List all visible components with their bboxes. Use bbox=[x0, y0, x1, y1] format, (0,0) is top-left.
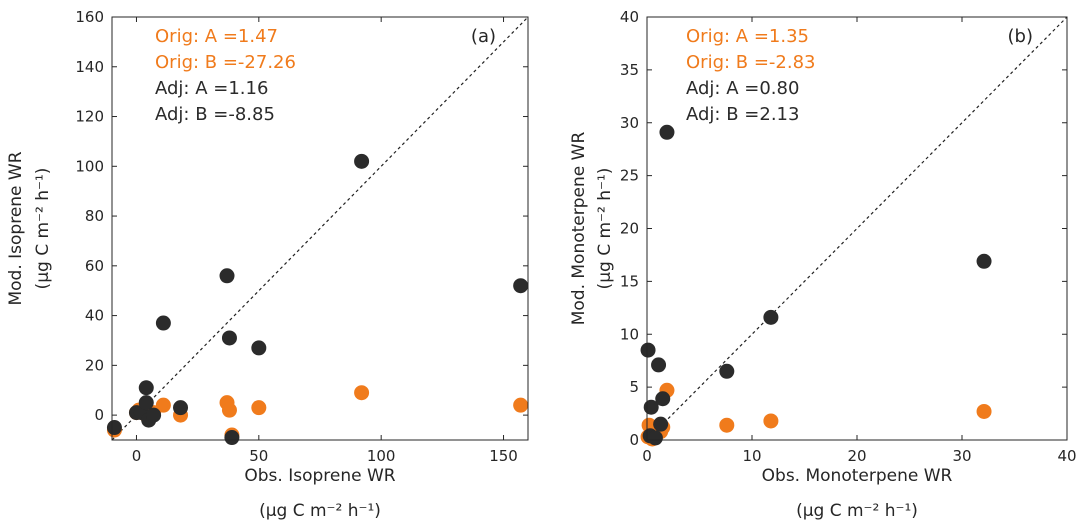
chart-panel-b: 0 10 20 30 40 0 5 10 15 20 25 30 35 40 Obs. Monoterpen… bbox=[569, 8, 1077, 521]
fit-annotation: Orig: B =-2.83 bbox=[686, 52, 816, 73]
y-tick-label: 20 bbox=[85, 356, 104, 374]
adj-point bbox=[651, 357, 667, 373]
adj-point bbox=[219, 268, 235, 284]
x-tick-label: 50 bbox=[249, 447, 268, 465]
one-to-one-line bbox=[111, 16, 529, 441]
y-axis-units: (μg C m⁻² h⁻¹) bbox=[33, 168, 53, 290]
x-tick-label: 10 bbox=[742, 447, 761, 465]
orig-point bbox=[155, 397, 171, 413]
y-tick-label: 160 bbox=[75, 8, 104, 26]
x-axis-label: Obs. Monoterpene WR bbox=[762, 466, 953, 486]
y-tick-label: 0 bbox=[629, 431, 639, 449]
y-tick-label: 60 bbox=[85, 257, 104, 275]
fit-annotation: Adj: A =0.80 bbox=[686, 78, 799, 99]
y-tick-label: 30 bbox=[620, 114, 639, 132]
adj-point bbox=[976, 253, 992, 269]
y-tick-label: 140 bbox=[75, 58, 104, 76]
adj-point bbox=[640, 342, 656, 358]
orig-point bbox=[976, 403, 992, 419]
fit-annotation: Orig: B =-27.26 bbox=[155, 52, 296, 73]
fit-annotation: Adj: B =-8.85 bbox=[155, 104, 275, 125]
adj-point bbox=[647, 430, 663, 446]
y-axis-units: (μg C m⁻² h⁻¹) bbox=[595, 168, 615, 290]
y-tick-label: 10 bbox=[620, 325, 639, 343]
orig-point bbox=[513, 397, 529, 413]
x-tick-label: 100 bbox=[367, 447, 396, 465]
fit-annotation: Adj: B =2.13 bbox=[686, 104, 799, 125]
adj-point bbox=[354, 153, 370, 169]
adj-point bbox=[138, 380, 154, 396]
y-tick-label: 0 bbox=[94, 406, 104, 424]
orig-point bbox=[763, 413, 779, 429]
x-tick-label: 40 bbox=[1057, 447, 1076, 465]
y-tick-label: 80 bbox=[85, 207, 104, 225]
adj-point bbox=[138, 395, 154, 411]
y-tick-label: 20 bbox=[620, 220, 639, 238]
orig-point bbox=[719, 417, 735, 433]
x-tick-label: 20 bbox=[847, 447, 866, 465]
orig-point bbox=[251, 400, 267, 416]
x-axis-label: Obs. Isoprene WR bbox=[244, 466, 395, 486]
y-tick-label: 15 bbox=[620, 272, 639, 290]
y-tick-label: 5 bbox=[629, 378, 639, 396]
adj-point bbox=[763, 309, 779, 325]
adj-point bbox=[659, 124, 675, 140]
y-tick-label: 100 bbox=[75, 157, 104, 175]
y-tick-label: 25 bbox=[620, 167, 639, 185]
orig-point bbox=[354, 385, 370, 401]
y-tick-label: 35 bbox=[620, 61, 639, 79]
adj-point bbox=[251, 340, 267, 356]
fit-annotation: Adj: A =1.16 bbox=[155, 78, 268, 99]
fit-annotation: Orig: A =1.47 bbox=[155, 26, 278, 47]
x-tick-label: 150 bbox=[489, 447, 518, 465]
adj-point bbox=[221, 330, 237, 346]
panel-label: (a) bbox=[471, 26, 496, 47]
panel-label: (b) bbox=[1008, 26, 1033, 47]
fit-annotation: Orig: A =1.35 bbox=[686, 26, 809, 47]
x-axis-units: (μg C m⁻² h⁻¹) bbox=[796, 501, 918, 521]
y-axis-label: Mod. Monoterpene WR bbox=[569, 132, 589, 326]
adj-point bbox=[224, 430, 240, 446]
y-tick-label: 40 bbox=[85, 307, 104, 325]
adj-point bbox=[106, 420, 122, 436]
x-axis-units: (μg C m⁻² h⁻¹) bbox=[259, 501, 381, 521]
adj-point bbox=[653, 416, 669, 432]
x-tick-label: 30 bbox=[952, 447, 971, 465]
adj-point bbox=[719, 363, 735, 379]
y-tick-label: 40 bbox=[620, 8, 639, 26]
orig-point bbox=[221, 402, 237, 418]
adj-point bbox=[655, 391, 671, 407]
x-tick-label: 0 bbox=[132, 447, 142, 465]
adj-point bbox=[513, 278, 529, 294]
x-tick-label: 0 bbox=[642, 447, 652, 465]
adj-point bbox=[155, 315, 171, 331]
chart-panel-a: 0 50 100 150 0 20 40 60 80 100 120 140 160 Obs. Isopr… bbox=[6, 8, 529, 521]
adj-point bbox=[173, 400, 189, 416]
y-tick-label: 120 bbox=[75, 108, 104, 126]
axes-box bbox=[111, 16, 529, 441]
y-axis-label: Mod. Isoprene WR bbox=[6, 151, 26, 305]
adj-point bbox=[146, 407, 162, 423]
